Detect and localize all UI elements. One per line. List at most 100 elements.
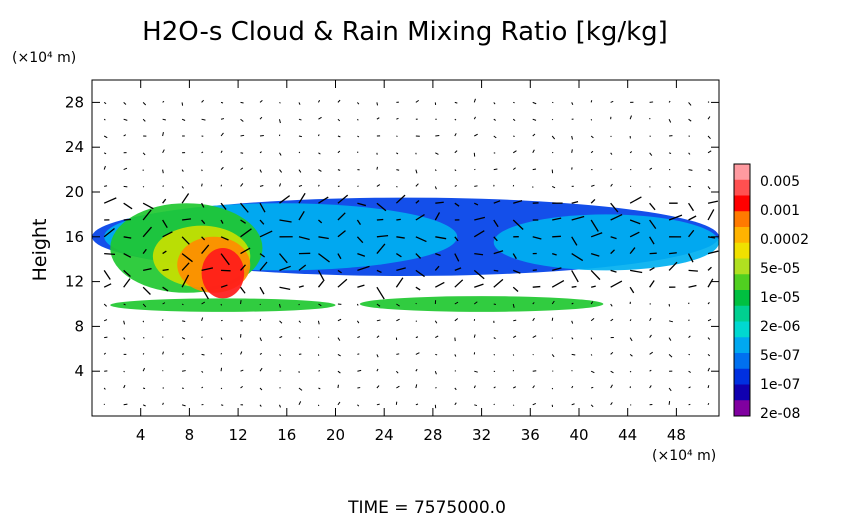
- wind-vector-185: [279, 169, 283, 173]
- wind-vector-606: [707, 116, 711, 120]
- wind-vector-227: [318, 99, 321, 103]
- wind-vector-208: [298, 102, 301, 105]
- wind-vector-114: [220, 404, 224, 406]
- wind-vector-591: [707, 367, 710, 372]
- wind-vector-273: [376, 286, 385, 300]
- wind-vector-383: [493, 353, 496, 356]
- wind-vector-284: [376, 102, 379, 106]
- wind-vector-40: [142, 367, 146, 372]
- wind-vector-425: [532, 285, 541, 288]
- wind-vector-247: [357, 404, 360, 407]
- wind-vector-580: [688, 229, 695, 238]
- y-tick-label-16: 16: [65, 228, 84, 246]
- x-tick-label-8: 8: [185, 426, 195, 444]
- wind-vector-55: [142, 118, 146, 122]
- wind-vector-228: [337, 401, 341, 406]
- wind-vector-70: [162, 185, 165, 187]
- wind-vector-572: [688, 370, 691, 373]
- wind-vector-363: [474, 370, 478, 373]
- y-tick-label-8: 8: [74, 317, 84, 335]
- wind-vector-108: [201, 183, 203, 187]
- wind-vector-508: [610, 168, 612, 170]
- colorbar-label-1: 0.001: [760, 203, 800, 219]
- wind-vector-361: [474, 404, 478, 407]
- wind-vector-161: [259, 253, 266, 258]
- wind-vector-445: [552, 267, 562, 272]
- wind-vector-165: [259, 184, 264, 187]
- wind-vector-336: [434, 186, 437, 190]
- wind-vector-169: [259, 116, 263, 120]
- wind-vector-36: [123, 118, 128, 121]
- wind-vector-49: [142, 209, 152, 221]
- time-label: TIME = 7575000.0: [347, 498, 506, 518]
- wind-vector-160: [259, 261, 268, 271]
- wind-vector-555: [668, 337, 672, 341]
- wind-vector-107: [200, 202, 205, 208]
- y-tick-label-4: 4: [74, 362, 84, 380]
- colorbar-frame: [733, 163, 751, 417]
- wind-vector-29: [123, 236, 132, 239]
- wind-vector-523: [629, 231, 640, 238]
- wind-vector-587: [688, 118, 692, 122]
- wind-vector-466: [571, 236, 578, 246]
- wind-vector-373: [474, 202, 479, 206]
- wind-vector-256: [357, 252, 366, 257]
- wind-vector-225: [317, 134, 320, 137]
- wind-vector-230: [337, 370, 341, 374]
- x-tick-label-44: 44: [618, 426, 637, 444]
- wind-vector-183: [279, 195, 291, 204]
- wind-vector-83: [181, 274, 190, 288]
- wind-vector-153: [259, 387, 263, 391]
- wind-vector-155: [259, 352, 262, 355]
- wind-vector-326: [435, 353, 438, 356]
- wind-vector-582: [688, 202, 695, 212]
- wind-vector-74: [162, 118, 166, 121]
- wind-vector-562: [668, 214, 683, 221]
- wind-vector-82: [181, 303, 184, 306]
- wind-vector-584: [688, 169, 693, 171]
- wind-vector-463: [571, 285, 577, 288]
- wind-vector-494: [610, 402, 613, 406]
- wind-vector-408: [512, 253, 517, 260]
- wind-vector-232: [337, 337, 341, 341]
- wind-vector-6: [103, 303, 107, 307]
- wind-vector-162: [259, 230, 273, 238]
- wind-vector-68: [162, 219, 168, 229]
- wind-vector-556: [668, 320, 674, 323]
- wind-vector-26: [123, 278, 131, 288]
- wind-vector-298: [396, 185, 398, 188]
- wind-vector-235: [337, 278, 348, 288]
- wind-vector-343: [454, 387, 457, 391]
- wind-vector-8: [103, 270, 111, 280]
- wind-vector-191: [298, 387, 303, 391]
- wind-vector-47: [142, 248, 147, 254]
- wind-vector-440: [551, 354, 555, 358]
- colorbar-swatch-4: [734, 227, 750, 244]
- wind-vector-515: [629, 370, 632, 373]
- wind-vector-147: [240, 167, 244, 171]
- wind-vector-331: [434, 265, 440, 271]
- wind-vector-104: [201, 244, 210, 255]
- wind-vector-131: [220, 118, 225, 120]
- wind-vector-605: [707, 135, 711, 140]
- wind-vector-10: [103, 228, 115, 238]
- wind-vector-44: [142, 303, 147, 308]
- colorbar-label-2: 0.0002: [760, 232, 809, 248]
- wind-vector-101: [201, 301, 206, 305]
- wind-vector-53: [142, 152, 146, 156]
- wind-vector-51: [142, 186, 145, 188]
- wind-vector-149: [240, 134, 245, 137]
- wind-vector-457: [571, 385, 574, 389]
- wind-vector-76: [181, 404, 186, 407]
- wind-vector-483: [590, 269, 601, 281]
- wind-vector-207: [298, 118, 302, 121]
- wind-vector-475: [590, 404, 594, 408]
- wind-vector-213: [318, 336, 320, 338]
- wind-vector-143: [240, 228, 252, 238]
- wind-vector-46: [143, 268, 152, 272]
- wind-vector-224: [318, 152, 321, 155]
- wind-vector-405: [512, 303, 515, 308]
- wind-vector-245: [337, 118, 341, 122]
- wind-vector-352: [454, 236, 459, 242]
- wind-vector-499: [610, 318, 614, 322]
